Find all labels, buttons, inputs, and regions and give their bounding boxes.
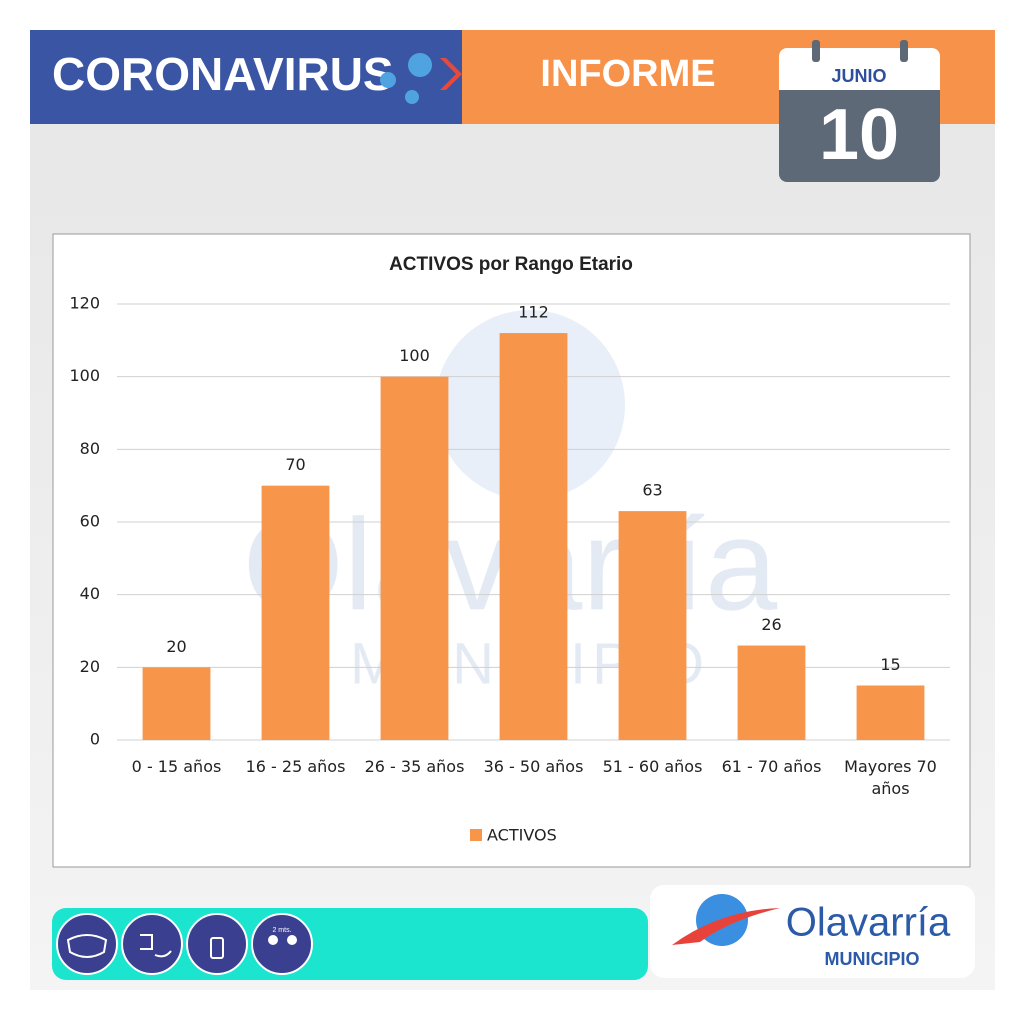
y-tick-label: 100	[69, 366, 100, 385]
bar	[380, 376, 449, 740]
x-tick-label: Mayores 70 años	[844, 757, 937, 798]
plot: 0 20 40 60 80 100 120 0 - 15 años 20 16 - 25 años…	[69, 294, 950, 845]
value-label: 15	[880, 655, 900, 674]
y-tick-label: 20	[80, 657, 100, 676]
x-tick-label: 26 - 35 años	[364, 757, 465, 776]
x-tick: 51 - 60 años	[602, 757, 703, 776]
x-tick-label: 51 - 60 años	[602, 757, 703, 776]
value-label: 100	[399, 346, 430, 365]
y-tick-label: 120	[69, 294, 100, 313]
x-tick: Mayores 70 años	[844, 757, 937, 798]
header-title: CORONAVIRUS	[52, 48, 394, 100]
calendar-month: JUNIO	[831, 66, 886, 86]
x-tick-label: 61 - 70 años	[721, 757, 822, 776]
legend-swatch	[470, 829, 482, 841]
value-label: 20	[166, 637, 186, 656]
bar	[618, 511, 687, 740]
y-tick-label: 80	[80, 439, 100, 458]
value-label: 63	[642, 481, 662, 500]
calendar: JUNIO 10	[779, 40, 940, 182]
legend-label: ACTIVOS	[487, 826, 557, 845]
y-tick-label: 0	[90, 730, 100, 749]
bar	[142, 667, 211, 740]
bar	[856, 685, 925, 740]
header-subtitle: INFORME	[540, 53, 715, 95]
chart-title: ACTIVOS por Rango Etario	[389, 254, 633, 275]
x-tick-label: 16 - 25 años	[245, 757, 346, 776]
value-label: 26	[761, 615, 781, 634]
care-icons	[56, 913, 313, 975]
logo-mark	[672, 894, 780, 946]
bar	[737, 645, 806, 740]
y-tick-label: 60	[80, 512, 100, 531]
bar	[261, 485, 330, 740]
value-label: 112	[518, 303, 549, 322]
bar	[499, 333, 568, 740]
x-tick: 26 - 35 años	[364, 757, 465, 776]
x-tick: 61 - 70 años	[721, 757, 822, 776]
calendar-day: 10	[819, 95, 899, 175]
x-tick: 16 - 25 años	[245, 757, 346, 776]
logo-brand: Olavarría	[786, 901, 951, 945]
value-label: 70	[285, 455, 305, 474]
x-tick: 36 - 50 años	[483, 757, 584, 776]
x-tick-label: 36 - 50 años	[483, 757, 584, 776]
virus-icons	[380, 53, 462, 104]
x-tick: 0 - 15 años	[131, 757, 222, 776]
logo-sub: MUNICIPIO	[824, 949, 919, 969]
icon-label: 2 mts.	[272, 927, 291, 934]
y-tick-label: 40	[80, 584, 100, 603]
x-tick-label: 0 - 15 años	[131, 757, 222, 776]
